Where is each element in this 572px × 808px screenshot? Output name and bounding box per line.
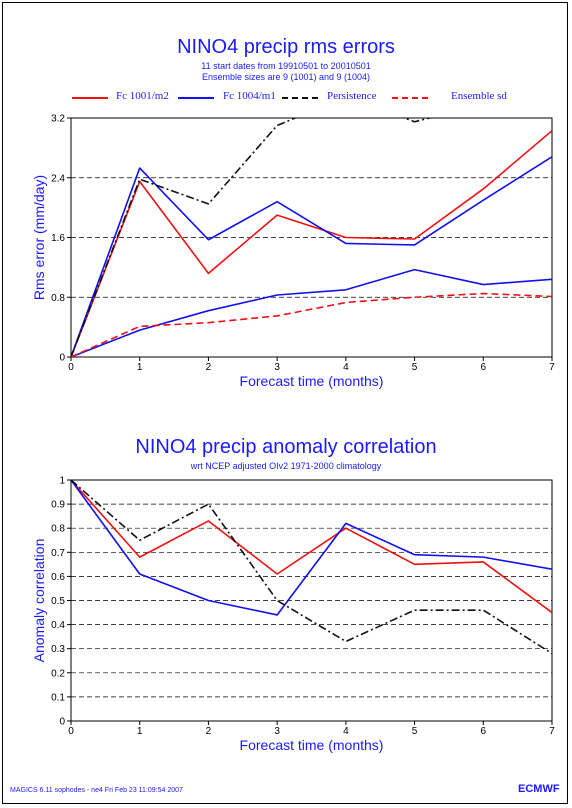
acc-xlabel: Forecast time (months) — [240, 737, 384, 753]
rms-series-4-line — [71, 292, 552, 357]
rms-xtick-label-3: 3 — [274, 362, 280, 373]
acc-ytick-label-9: 0.9 — [51, 500, 65, 511]
legend-swatch-fc1004 — [178, 97, 214, 99]
acc-ytick-label-4: 0.4 — [51, 620, 65, 631]
ecmwf-logo: ECMWF — [518, 783, 560, 795]
rms-xtick-label-0: 0 — [68, 362, 74, 373]
legend: Fc 1001/m2 Fc 1004/m1 Persistence Ensemb… — [0, 90, 572, 104]
rms-plot-frame — [70, 117, 553, 358]
rms-ylabel: Rms error (mm/day) — [31, 175, 47, 300]
acc-ytick-label-6: 0.6 — [51, 572, 65, 583]
legend-label-persistence: Persistence — [327, 90, 377, 102]
legend-swatch-persistence — [282, 97, 318, 99]
rms-ytick-label-3: 2.4 — [51, 173, 65, 184]
rms-series-0-line — [71, 130, 552, 357]
chart1-subtitle-1: 11 start dates from 19910501 to 20010501 — [201, 61, 371, 71]
rms-xtick-label-7: 7 — [549, 362, 555, 373]
rms-xtick-label-5: 5 — [412, 362, 418, 373]
acc-ytick-label-1: 0.1 — [51, 692, 65, 703]
rms-xtick-label-4: 4 — [343, 362, 349, 373]
chart1-subtitle-2: Ensemble sizes are 9 (1001) and 9 (1004) — [201, 72, 371, 82]
footer-text: MAGICS 6.11 sophodes - ne4 Fri Feb 23 11… — [10, 787, 183, 794]
rms-ytick-label-2: 1.6 — [51, 233, 65, 244]
acc-ytick-label-10: 1 — [59, 476, 65, 487]
acc-ytick-label-8: 0.8 — [51, 524, 65, 535]
acc-series-1-line — [71, 480, 552, 616]
acc-xtick-label-0: 0 — [68, 726, 74, 737]
chart1-title: NINO4 precip rms errors — [177, 36, 395, 58]
acc-xtick-label-3: 3 — [274, 726, 280, 737]
rms-ytick-label-4: 3.2 — [51, 114, 65, 125]
acc-xtick-label-7: 7 — [549, 726, 555, 737]
acc-ytick-label-3: 0.3 — [51, 644, 65, 655]
rms-xtick-label-1: 1 — [137, 362, 143, 373]
chart2-subtitle: wrt NCEP adjusted OIv2 1971-2000 climato… — [190, 461, 382, 471]
rms-series-2-line — [71, 118, 433, 357]
acc-ylabel: Anomaly correlation — [31, 539, 47, 663]
rms-series-3-line — [71, 268, 552, 357]
rms-xtick-label-6: 6 — [481, 362, 487, 373]
rms-xtick-label-2: 2 — [206, 362, 212, 373]
acc-series-2-line — [71, 480, 552, 655]
rms-ytick-label-0: 0 — [59, 353, 65, 364]
rms-ytick-label-1: 0.8 — [51, 293, 65, 304]
acc-plot-frame — [70, 479, 553, 722]
legend-label-ensemble-sd: Ensemble sd — [451, 90, 507, 102]
acc-ytick-label-5: 0.5 — [51, 596, 65, 607]
acc-xtick-label-4: 4 — [343, 726, 349, 737]
legend-swatch-ensemble-sd — [392, 97, 428, 99]
acc-ytick-label-2: 0.2 — [51, 668, 65, 679]
acc-xtick-label-2: 2 — [206, 726, 212, 737]
rms-series-1-line — [71, 156, 552, 357]
legend-label-fc1004: Fc 1004/m1 — [223, 90, 276, 102]
acc-xtick-label-5: 5 — [412, 726, 418, 737]
acc-series-0-line — [71, 480, 552, 614]
acc-xtick-label-1: 1 — [137, 726, 143, 737]
rms-xlabel: Forecast time (months) — [240, 373, 384, 389]
acc-ytick-label-7: 0.7 — [51, 548, 65, 559]
legend-swatch-fc1001 — [72, 97, 108, 99]
legend-label-fc1001: Fc 1001/m2 — [116, 90, 169, 102]
acc-ytick-label-0: 0 — [59, 717, 65, 728]
chart2-title: NINO4 precip anomaly correlation — [135, 436, 437, 458]
acc-xtick-label-6: 6 — [481, 726, 487, 737]
